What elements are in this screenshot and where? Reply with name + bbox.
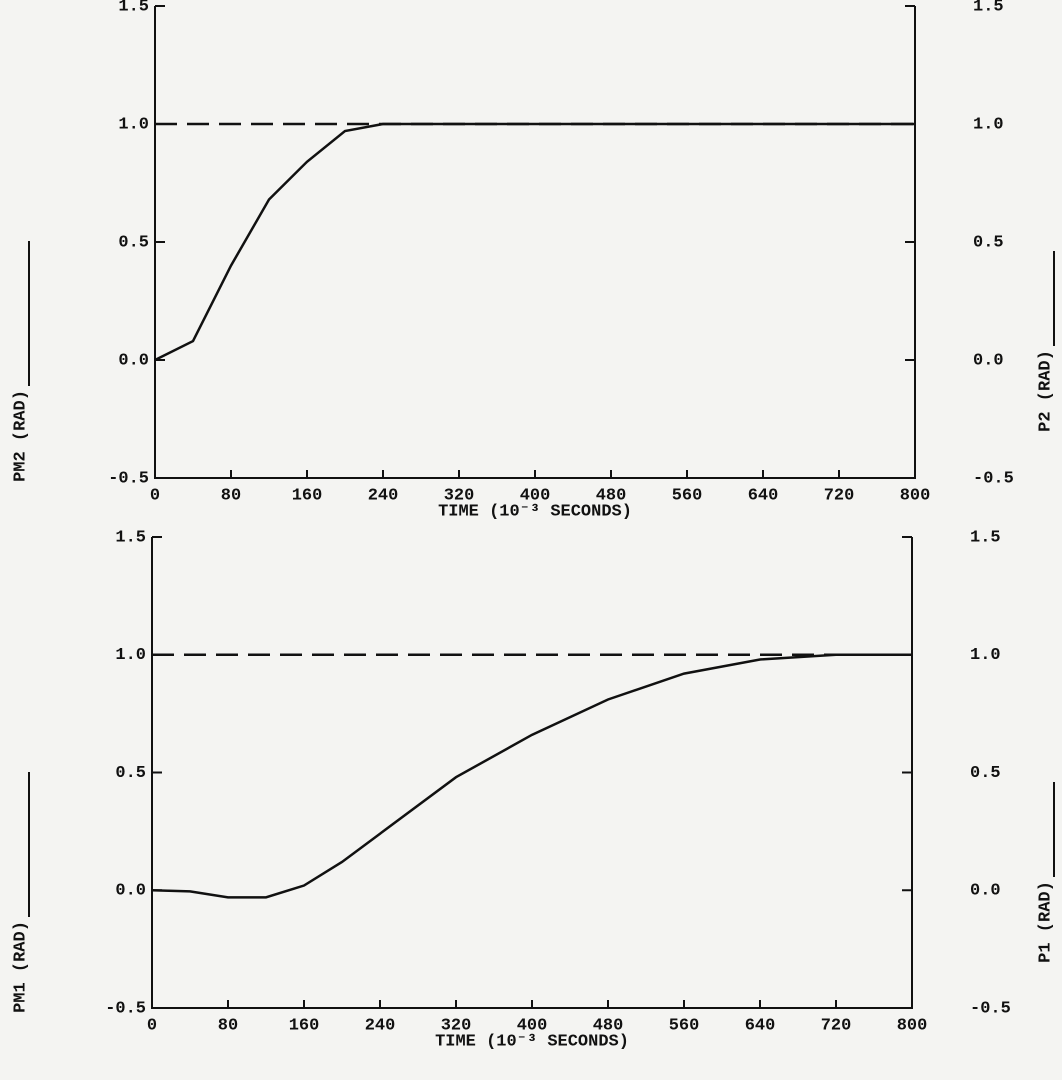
x-axis-label: TIME (10⁻³ SECONDS): [438, 501, 632, 521]
x-tick-label: 480: [596, 486, 627, 505]
x-tick-label: 320: [441, 1016, 472, 1035]
x-tick-label: 800: [900, 486, 931, 505]
y2-axis-label: P2 (RAD): [1036, 350, 1055, 432]
y-tick-label: 0.5: [118, 233, 149, 252]
x-tick-label: 400: [520, 486, 551, 505]
x-tick-label: 320: [444, 486, 475, 505]
x-tick-label: 640: [745, 1016, 776, 1035]
x-tick-label: 400: [517, 1016, 548, 1035]
y-tick-label: 0.5: [115, 764, 146, 783]
x-tick-label: 640: [748, 486, 779, 505]
x-tick-label: 160: [292, 486, 323, 505]
x-tick-label: 240: [365, 1016, 396, 1035]
axes-frame: [154, 6, 916, 479]
y2-tick-label: 1.0: [970, 646, 1001, 665]
x-tick-label: 480: [593, 1016, 624, 1035]
x-tick-label: 240: [368, 486, 399, 505]
y2-tick-label: 0.0: [973, 351, 1004, 370]
series-line: [151, 653, 912, 899]
y-axis-label: PM1 (RAD): [11, 921, 30, 1013]
x-tick-label: 720: [821, 1016, 852, 1035]
y-axis-label: PM2 (RAD): [11, 390, 30, 482]
x-tick-label: 80: [218, 1016, 238, 1035]
y2-tick-label: 0.0: [970, 882, 1001, 901]
y2-tick-label: 0.5: [970, 764, 1001, 783]
x-tick-label: 560: [672, 486, 703, 505]
y-tick-label: 1.5: [118, 0, 149, 16]
x-tick-label: 160: [289, 1016, 320, 1035]
y2-tick-label: 1.0: [973, 115, 1004, 134]
y2-tick-label: -0.5: [973, 469, 1014, 488]
y-tick-label: 1.5: [115, 528, 146, 547]
y-tick-label: 1.0: [118, 115, 149, 134]
y-tick-label: 0.0: [115, 882, 146, 901]
x-axis-label: TIME (10⁻³ SECONDS): [435, 1031, 629, 1051]
y2-tick-label: -0.5: [970, 999, 1011, 1018]
series-line: [154, 122, 915, 362]
x-tick-label: 0: [150, 486, 160, 505]
x-tick-label: 80: [221, 486, 241, 505]
x-tick-label: 560: [669, 1016, 700, 1035]
y-tick-label: 0.0: [118, 351, 149, 370]
y2-tick-label: 1.5: [970, 528, 1001, 547]
x-tick-label: 800: [897, 1016, 928, 1035]
x-tick-label: 720: [824, 486, 855, 505]
y2-axis-label: P1 (RAD): [1036, 881, 1055, 963]
y2-tick-label: 1.5: [973, 0, 1004, 16]
x-tick-label: 0: [147, 1016, 157, 1035]
y-tick-label: -0.5: [108, 469, 149, 488]
y-tick-label: -0.5: [105, 999, 146, 1018]
axes-frame: [151, 537, 913, 1009]
y-tick-label: 1.0: [115, 646, 146, 665]
y2-tick-label: 0.5: [973, 233, 1004, 252]
